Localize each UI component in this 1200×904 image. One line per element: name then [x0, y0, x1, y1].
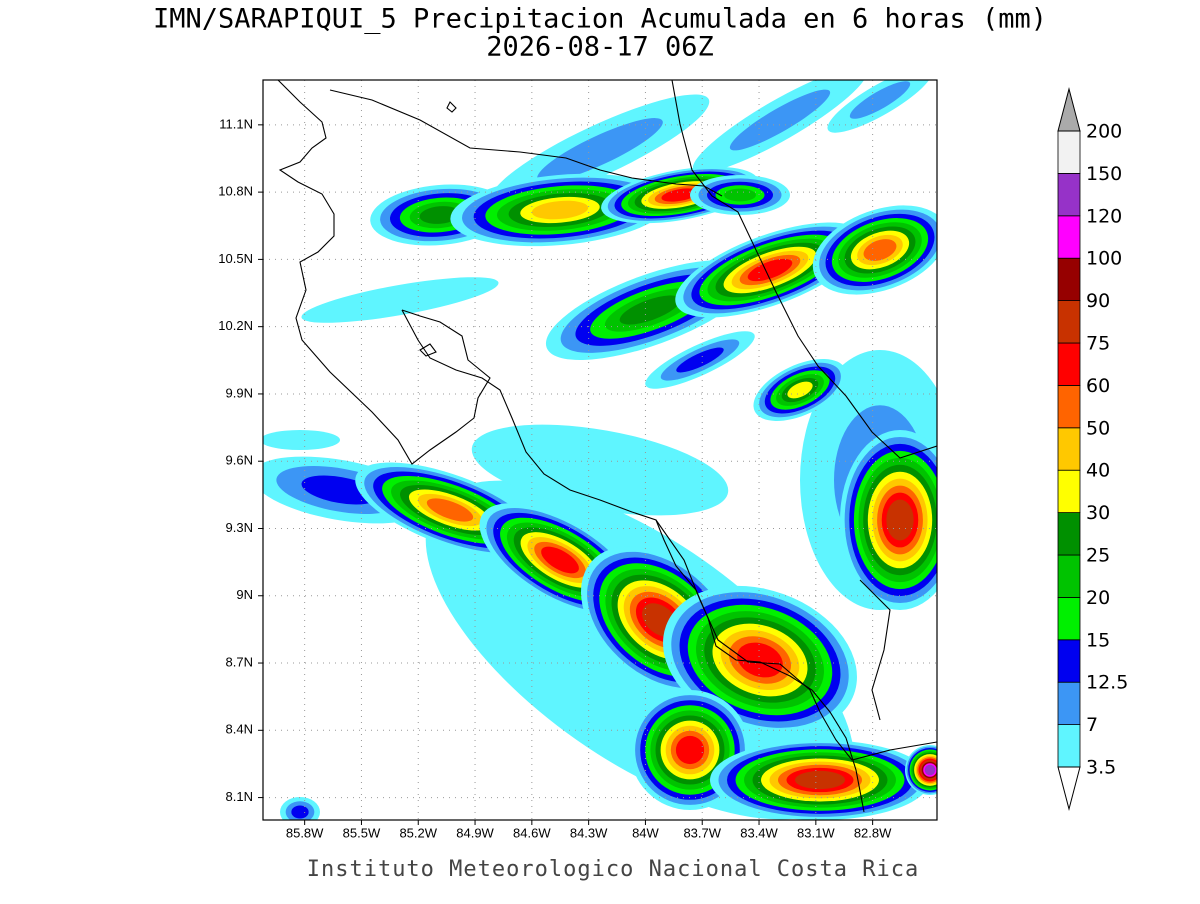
footer: Instituto Meteorologico Nacional Costa R… — [307, 857, 920, 882]
precip-area — [301, 277, 499, 323]
lat-tick-label: 9.9N — [226, 385, 253, 400]
precip-area — [619, 295, 681, 325]
title: IMN/SARAPIQUI_5 Precipitacion Acumulada … — [153, 4, 1047, 35]
colorbar-over — [1057, 87, 1081, 132]
lat-tick-label: 10.5N — [218, 251, 253, 266]
coastline — [859, 579, 891, 721]
precip-area — [537, 118, 663, 182]
colorbar-box — [1057, 130, 1081, 174]
colorbar: 3.5 7 12.5 15 20 25 30 40 50 60 75 90 100 120 150 200 — [1057, 87, 1128, 811]
colorbar-label: 7 — [1086, 714, 1098, 736]
precip-area — [291, 805, 309, 819]
colorbar-box — [1057, 215, 1081, 259]
lake — [419, 343, 437, 357]
lon-tick-label: 85.2W — [399, 825, 437, 840]
island — [446, 101, 457, 113]
colorbar-label: 90 — [1086, 290, 1110, 312]
precip-area — [747, 258, 793, 282]
coastline — [277, 80, 491, 465]
precip-area — [787, 381, 813, 399]
colorbar-under — [1057, 766, 1081, 811]
lat-tick-label: 9.3N — [226, 520, 253, 535]
precip-area — [419, 206, 461, 224]
lon-tick-label: 84.3W — [570, 825, 608, 840]
precip-area — [729, 89, 831, 151]
colorbar-box — [1057, 512, 1081, 556]
colorbar-label: 40 — [1086, 460, 1110, 482]
colorbar-label: 75 — [1086, 333, 1110, 355]
map-frame — [262, 79, 938, 821]
lon-tick-label: 82.8W — [854, 825, 892, 840]
lat-tick-label: 9N — [236, 587, 253, 602]
colorbar-label: 20 — [1086, 587, 1110, 609]
lat-tick-label: 10.2N — [218, 318, 253, 333]
colorbar-box — [1057, 342, 1081, 386]
precip-area — [263, 430, 340, 450]
lat-tick-label: 9.6N — [226, 453, 253, 468]
lat-tick-label: 8.7N — [226, 654, 253, 669]
colorbar-box — [1057, 300, 1081, 344]
colorbar-label: 30 — [1086, 502, 1110, 524]
colorbar-box — [1057, 172, 1081, 217]
precip-area — [676, 347, 724, 373]
precip-area — [795, 770, 845, 790]
precip-area — [426, 498, 474, 522]
precipitation-field — [263, 80, 937, 820]
colorbar-box — [1057, 639, 1081, 683]
colorbar-label: 15 — [1086, 629, 1110, 651]
lon-tick-label: 85.5W — [343, 825, 381, 840]
colorbar-label: 100 — [1086, 248, 1122, 270]
coastline — [329, 89, 723, 197]
colorbar-box — [1057, 384, 1081, 429]
precip-area — [886, 499, 914, 541]
coastline — [671, 80, 937, 459]
precip-area — [863, 239, 897, 261]
precip-area — [737, 642, 783, 678]
coastlines — [277, 80, 937, 813]
precip-area — [724, 188, 756, 202]
colorbar-label: 150 — [1086, 163, 1122, 185]
lat-tick-label: 8.4N — [226, 722, 253, 737]
colorbar-label: 25 — [1086, 545, 1110, 567]
lat-tick-label: 8.1N — [226, 789, 253, 804]
colorbar-box — [1057, 554, 1081, 598]
lat-tick-label: 10.8N — [218, 184, 253, 199]
lon-tick-label: 84W — [632, 825, 659, 840]
coastline — [655, 519, 937, 761]
colorbar-box — [1057, 724, 1081, 768]
colorbar-label: 60 — [1086, 375, 1110, 397]
colorbar-label: 12.5 — [1086, 672, 1128, 694]
precip-area — [471, 424, 729, 516]
colorbar-box — [1057, 681, 1081, 726]
coastline — [401, 309, 865, 813]
precip-area — [849, 81, 911, 119]
lon-tick-label: 83.4W — [740, 825, 778, 840]
colorbar-label: 50 — [1086, 417, 1110, 439]
lon-tick-label: 85.8W — [286, 825, 324, 840]
lon-tick-label: 83.7W — [683, 825, 721, 840]
lat-tick-label: 11.1N — [219, 116, 253, 131]
colorbar-box — [1057, 257, 1081, 302]
lon-tick-label: 83.1W — [797, 825, 835, 840]
colorbar-box — [1057, 427, 1081, 471]
precip-area — [531, 200, 589, 220]
colorbar-box — [1057, 597, 1081, 641]
precip-area — [541, 546, 579, 574]
colorbar-box — [1057, 469, 1081, 514]
subtitle: 2026-08-17 06Z — [486, 32, 714, 63]
lon-tick-label: 84.6W — [513, 825, 551, 840]
colorbar-label: 120 — [1086, 205, 1122, 227]
lon-tick-label: 84.9W — [456, 825, 494, 840]
grid: 85.8W 85.5W 85.2W 84.9W 84.6W 84.3W 84W 83.7W 83… — [218, 80, 937, 840]
colorbar-label: 3.5 — [1086, 757, 1116, 779]
precip-area — [924, 764, 936, 776]
colorbar-label: 200 — [1086, 121, 1122, 143]
precip-area — [675, 735, 705, 765]
